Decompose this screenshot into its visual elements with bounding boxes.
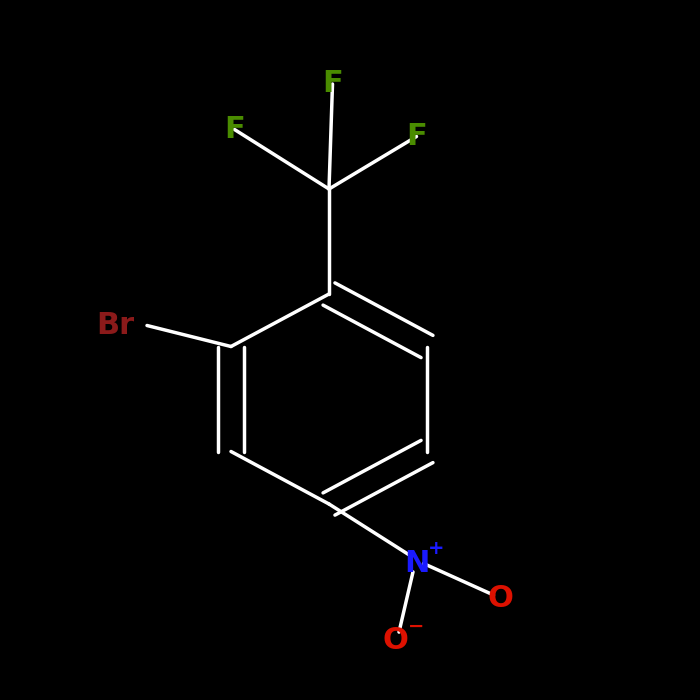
Text: N: N [404,549,429,578]
Text: −: − [408,617,425,636]
Text: O: O [488,584,513,613]
Text: F: F [322,69,343,99]
Text: O: O [383,626,408,655]
Text: F: F [224,115,245,144]
Text: F: F [406,122,427,151]
Text: +: + [428,538,444,558]
Text: Br: Br [97,311,134,340]
